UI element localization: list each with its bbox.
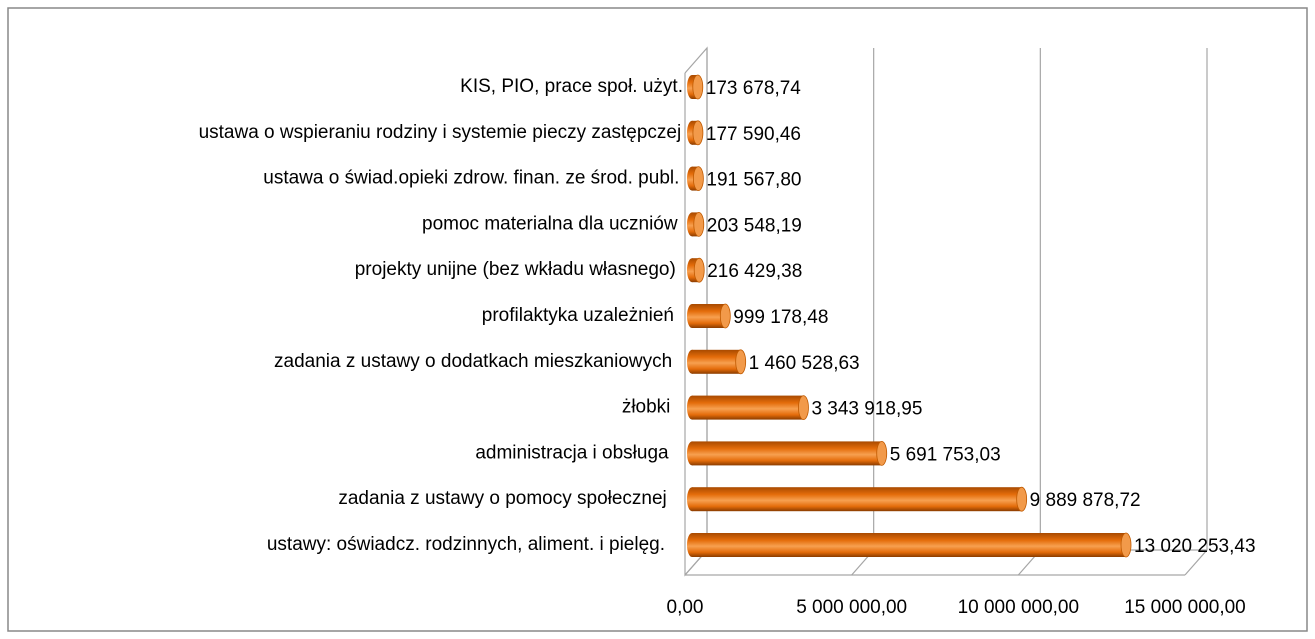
data-label: 203 548,19 bbox=[707, 215, 802, 236]
y-tick-label: żłobki bbox=[622, 397, 671, 418]
grid-line bbox=[1184, 48, 1208, 576]
y-tick-label: pomoc materialna dla uczniów bbox=[422, 213, 678, 234]
y-tick-label: projekty unijne (bez wkładu własnego) bbox=[355, 259, 676, 280]
bar bbox=[687, 166, 704, 192]
bar-cap bbox=[692, 166, 704, 192]
y-tick-label: profilaktyka uzależnień bbox=[482, 305, 674, 326]
bar bbox=[687, 486, 1028, 512]
data-label: 177 590,46 bbox=[706, 124, 801, 145]
bar-body bbox=[692, 441, 882, 466]
bar-body bbox=[692, 304, 726, 328]
x-tick-label: 10 000 000,00 bbox=[958, 597, 1080, 618]
data-label: 13 020 253,43 bbox=[1134, 536, 1256, 557]
data-label: 216 429,38 bbox=[707, 261, 802, 282]
y-tick-label: zadania z ustawy o pomocy społecznej bbox=[338, 488, 666, 509]
data-label: 191 567,80 bbox=[706, 170, 801, 191]
bar-cap bbox=[719, 303, 731, 329]
bar bbox=[687, 440, 888, 466]
bar-cap bbox=[735, 349, 747, 375]
x-tick-label: 5 000 000,00 bbox=[796, 597, 907, 618]
bar-body bbox=[692, 349, 741, 374]
y-tick-label: zadania z ustawy o dodatkach mieszkaniow… bbox=[274, 351, 672, 372]
bar-cap bbox=[692, 120, 704, 146]
bar bbox=[687, 74, 704, 100]
data-label: 1 460 528,63 bbox=[749, 353, 860, 374]
bar-cap bbox=[876, 440, 888, 466]
bar bbox=[687, 395, 809, 421]
bar-cap bbox=[1016, 486, 1028, 512]
y-tick-label: ustawy: oświadcz. rodzinnych, aliment. i… bbox=[267, 534, 665, 555]
bar bbox=[687, 257, 705, 283]
data-label: 999 178,48 bbox=[733, 307, 828, 328]
bar-cap bbox=[693, 211, 705, 237]
x-tick-label: 15 000 000,00 bbox=[1124, 597, 1246, 618]
data-label: 173 678,74 bbox=[706, 78, 802, 99]
bar-cap bbox=[692, 74, 704, 100]
bar bbox=[687, 349, 747, 375]
y-tick-label: KIS, PIO, prace społ. użyt. bbox=[460, 76, 683, 97]
data-label: 3 343 918,95 bbox=[811, 399, 922, 420]
bar-cap bbox=[798, 395, 809, 421]
data-label: 9 889 878,72 bbox=[1030, 490, 1141, 511]
bar bbox=[687, 303, 731, 329]
bar-body bbox=[692, 533, 1127, 557]
bar-cap bbox=[1120, 532, 1132, 558]
y-tick-label: ustawa o wspieraniu rodziny i systemie p… bbox=[199, 122, 682, 143]
chart-frame bbox=[7, 7, 1308, 632]
bar bbox=[687, 532, 1132, 558]
bar-body bbox=[692, 487, 1022, 512]
y-tick-label: ustawa o świad.opieki zdrow. finan. ze ś… bbox=[263, 168, 679, 189]
y-tick-label: administracja i obsługa bbox=[475, 442, 669, 463]
x-tick-label: 0,00 bbox=[667, 597, 704, 618]
bar-body bbox=[692, 395, 804, 420]
bar bbox=[687, 120, 704, 146]
bar bbox=[687, 211, 705, 237]
bar-cap bbox=[693, 257, 705, 283]
data-label: 5 691 753,03 bbox=[890, 444, 1001, 465]
